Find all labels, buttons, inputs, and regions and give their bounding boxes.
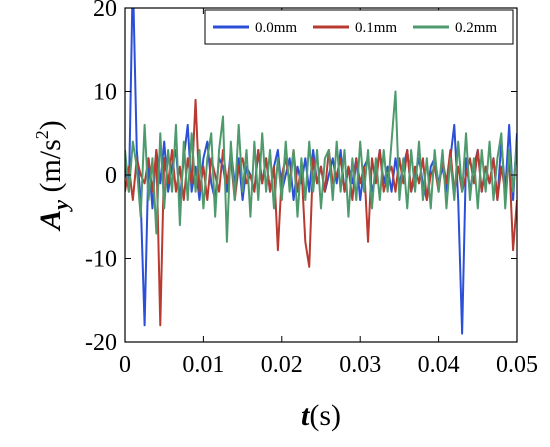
y-tick-label: -20 [85,330,117,356]
plot-area [125,8,517,342]
data-line [125,90,517,243]
y-tick-label: 10 [93,80,117,106]
legend-label: 0.1mm [355,20,397,36]
x-tick-label: 0 [119,352,131,378]
x-tick-label: 0.02 [261,352,303,378]
x-tick-label: 0.05 [496,352,538,378]
y-tick-label: -10 [85,247,117,273]
x-tick-label: 0.04 [418,352,460,378]
y-tick-label: 0 [105,163,117,189]
y-axis-label: Ay (m/s2) [32,120,73,232]
legend-label: 0.2mm [455,20,497,36]
x-axis-label: t(s) [301,399,341,432]
x-tick-label: 0.01 [182,352,224,378]
legend-label: 0.0mm [255,20,297,36]
legend-box [204,9,514,45]
x-tick-label: 0.03 [339,352,381,378]
y-tick-label: 20 [93,0,117,22]
lines [125,8,517,335]
